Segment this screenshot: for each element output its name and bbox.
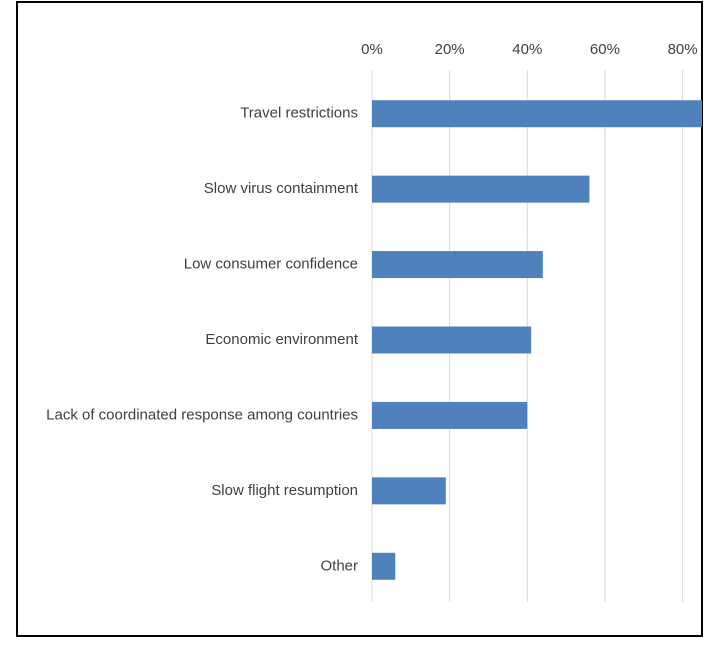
bar xyxy=(372,251,543,279)
y-tick-label: Travel restrictions xyxy=(240,105,358,122)
y-tick-label: Economic environment xyxy=(205,331,358,348)
x-tick-label: 80% xyxy=(668,41,698,58)
bar xyxy=(372,100,702,128)
x-tick-label: 20% xyxy=(435,41,465,58)
y-tick-label: Slow flight resumption xyxy=(211,482,358,499)
chart-frame xyxy=(16,1,703,637)
bar xyxy=(372,175,590,203)
bar xyxy=(372,552,396,580)
bar xyxy=(372,401,528,429)
y-tick-label: Low consumer confidence xyxy=(184,256,358,273)
y-tick-label: Lack of coordinated response among count… xyxy=(46,406,358,423)
bar xyxy=(372,477,446,505)
y-tick-label: Other xyxy=(320,557,358,574)
x-tick-label: 0% xyxy=(361,41,383,58)
bar xyxy=(372,326,532,354)
x-tick-label: 60% xyxy=(590,41,620,58)
y-tick-label: Slow virus containment xyxy=(204,180,359,197)
x-tick-label: 40% xyxy=(512,41,542,58)
